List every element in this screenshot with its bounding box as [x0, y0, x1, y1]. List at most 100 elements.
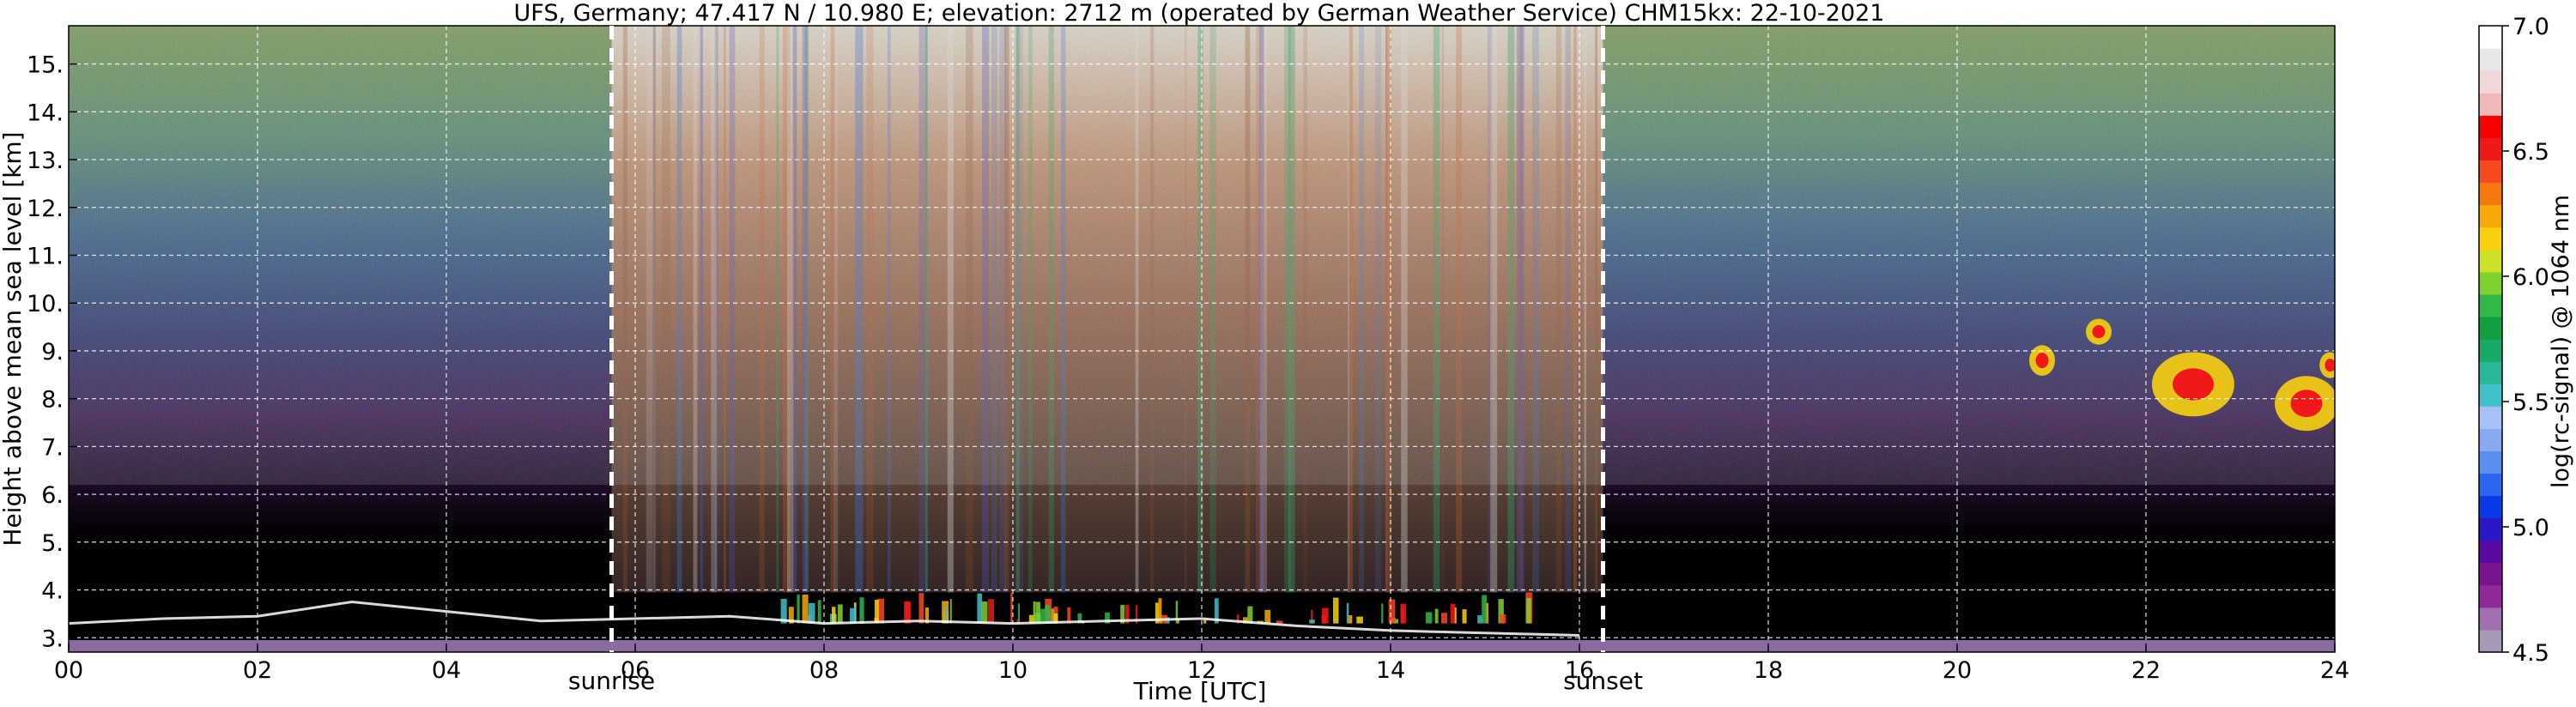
- y-tick-label: 12.: [27, 196, 64, 222]
- y-tick-label: 10.: [27, 291, 64, 317]
- y-tick-label: 15.: [27, 52, 64, 79]
- cloud-mark: [2275, 376, 2335, 432]
- colorbar-swatch: [2479, 293, 2502, 317]
- colorbar-swatch: [2479, 48, 2502, 71]
- colorbar-swatch: [2479, 361, 2502, 384]
- aerosol-mark: [1050, 608, 1055, 624]
- aerosol-mark: [1177, 619, 1179, 624]
- x-tick-label: 06: [621, 657, 650, 684]
- aerosol-mark: [1017, 603, 1020, 624]
- colorbar-swatch: [2479, 584, 2502, 608]
- aerosol-mark: [1441, 613, 1448, 624]
- aerosol-mark: [832, 607, 836, 624]
- colorbar-swatch: [2479, 204, 2502, 228]
- aerosol-mark: [1155, 602, 1159, 624]
- aerosol-mark: [988, 599, 994, 624]
- colorbar-tick-label: 5.0: [2512, 515, 2549, 541]
- aerosol-mark: [877, 598, 885, 624]
- aerosol-mark: [797, 594, 800, 624]
- aerosol-mark: [918, 593, 924, 624]
- x-tick-label: 16: [1565, 657, 1594, 684]
- colorbar-swatch: [2479, 540, 2502, 564]
- y-axis: 3. 4. 5. 6. 7. 8. 9. 10. 11. 12. 13. 14. 15.: [27, 52, 77, 652]
- colorbar-swatch: [2479, 406, 2502, 429]
- aerosol-mark: [1309, 619, 1315, 624]
- aerosol-mark: [1485, 602, 1489, 624]
- aerosol-mark: [1236, 614, 1240, 624]
- colorbar-swatch: [2479, 160, 2502, 184]
- cloud-mark: [2029, 345, 2055, 376]
- chart-title: UFS, Germany; 47.417 N / 10.980 E; eleva…: [514, 0, 1885, 27]
- aerosol-mark: [1500, 614, 1506, 624]
- aerosol-mark: [1016, 619, 1019, 624]
- aerosol-mark: [1321, 615, 1327, 624]
- x-tick-label: 04: [432, 657, 461, 684]
- aerosol-mark: [1526, 597, 1531, 624]
- x-axis: 00 02 04 06 08 10 12 14 16 18 20 22 24: [54, 644, 2349, 684]
- x-tick-label: 10: [998, 657, 1027, 684]
- y-tick-label: 8.: [41, 387, 64, 414]
- aerosol-mark: [1243, 617, 1248, 624]
- aerosol-mark: [1045, 604, 1050, 624]
- aerosol-mark: [817, 600, 821, 624]
- sunrise-label: sunrise: [568, 667, 655, 695]
- x-tick-label: 22: [2131, 657, 2161, 684]
- y-tick-label: 9.: [41, 339, 64, 366]
- colorbar-swatch: [2479, 115, 2502, 138]
- aerosol-mark: [1356, 616, 1363, 624]
- aerosol-mark: [1035, 601, 1041, 624]
- aerosol-mark: [1135, 605, 1137, 624]
- aerosol-mark: [859, 597, 864, 624]
- aerosol-mark: [981, 601, 988, 624]
- y-axis-label: Height above mean sea level [km]: [0, 131, 27, 546]
- aerosol-mark: [945, 606, 948, 624]
- colorbar-swatch: [2479, 450, 2502, 474]
- colorbar-swatch: [2479, 339, 2502, 362]
- x-tick-label: 24: [2320, 657, 2349, 684]
- y-tick-label: 3.: [41, 625, 64, 652]
- aerosol-mark: [925, 607, 930, 624]
- y-tick-label: 6.: [41, 482, 64, 509]
- aerosol-mark: [1454, 607, 1457, 624]
- aerosol-mark: [1477, 615, 1483, 624]
- colorbar-swatch: [2479, 26, 2502, 49]
- aerosol-mark: [1053, 613, 1058, 624]
- y-tick-label: 5.: [41, 530, 64, 557]
- colorbar-swatch: [2479, 629, 2502, 653]
- colorbar-swatch: [2479, 249, 2502, 273]
- aerosol-mark: [1462, 609, 1467, 624]
- sun-annotations: sunrise sunset: [568, 26, 1643, 695]
- aerosol-mark: [1175, 601, 1179, 624]
- aerosol-mark: [1346, 602, 1349, 624]
- colorbar-tick-label: 4.5: [2512, 640, 2549, 667]
- colorbar-swatch: [2479, 137, 2502, 161]
- colorbar: 4.5 5.0 5.5 6.0 6.5 7.0: [2478, 14, 2549, 667]
- aerosol-mark: [1425, 612, 1433, 624]
- aerosol-mark: [788, 607, 794, 624]
- colorbar-tick-label: 7.0: [2512, 14, 2549, 40]
- colorbar-swatch: [2479, 562, 2502, 586]
- aerosol-mark: [874, 599, 879, 624]
- x-axis-label: Time [UTC]: [1133, 677, 1267, 705]
- aerosol-mark: [1388, 599, 1396, 624]
- cloud-mark: [2319, 352, 2335, 378]
- aerosol-mark: [850, 607, 856, 624]
- x-tick-label: 08: [809, 657, 839, 684]
- colorbar-label: log(rc-signal) @ 1064 nm: [2548, 195, 2574, 488]
- aerosol-mark: [780, 598, 787, 624]
- x-tick-label: 00: [54, 657, 83, 684]
- colorbar-swatch: [2479, 182, 2502, 206]
- sunset-label: sunset: [1563, 667, 1643, 695]
- aerosol-mark: [1214, 598, 1219, 624]
- colorbar-tick-label: 5.5: [2512, 390, 2549, 416]
- aerosol-mark: [1040, 608, 1046, 624]
- aerosol-mark: [904, 601, 911, 624]
- aerosol-mark: [1028, 614, 1035, 624]
- aerosol-mark: [1247, 606, 1253, 624]
- aerosol-mark: [1124, 605, 1130, 624]
- x-tick-label: 20: [1943, 657, 1972, 684]
- aerosol-mark: [874, 618, 878, 624]
- colorbar-tick-label: 6.5: [2512, 139, 2549, 166]
- colorbar-swatch: [2479, 473, 2502, 497]
